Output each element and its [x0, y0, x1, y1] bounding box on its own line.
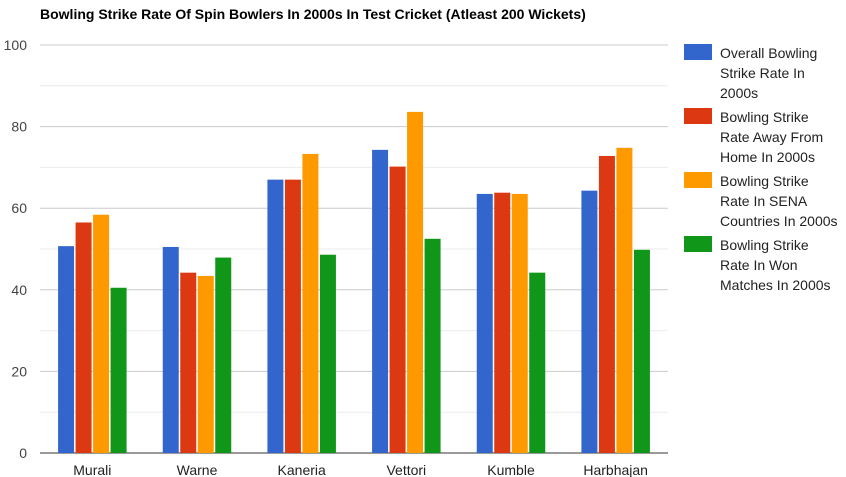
- legend-label-line: Strike Rate In: [720, 65, 805, 81]
- bar-harbhajan-series-4[interactable]: [633, 249, 650, 453]
- bar-warne-series-4[interactable]: [215, 257, 232, 453]
- bar-vettori-series-1[interactable]: [372, 149, 389, 453]
- legend-label-line: 2000s: [720, 85, 759, 101]
- legend: Overall Bowling Strike Rate In 2000s Bowlin…: [684, 43, 846, 299]
- bar-murali-series-1[interactable]: [58, 246, 75, 453]
- bar-kaneria-series-3[interactable]: [302, 153, 319, 453]
- legend-label-line: Rate Away From: [720, 129, 824, 145]
- bar-kumble-series-3[interactable]: [511, 193, 528, 454]
- y-tick-label: 40: [11, 282, 27, 298]
- legend-swatch: [684, 172, 712, 188]
- x-category-label: Murali: [73, 462, 111, 477]
- y-tick-label: 20: [11, 363, 27, 379]
- legend-label-line: Rate In Won: [720, 257, 798, 273]
- x-category-label: Harbhajan: [583, 462, 648, 477]
- bar-vettori-series-3[interactable]: [407, 111, 424, 454]
- bar-vettori-series-2[interactable]: [389, 166, 406, 454]
- chart-title: Bowling Strike Rate Of Spin Bowlers In 2…: [40, 6, 586, 22]
- legend-label-line: Rate In SENA: [720, 193, 808, 209]
- bar-kumble-series-1[interactable]: [476, 193, 493, 454]
- bars-layer: [58, 111, 650, 454]
- legend-swatch: [684, 44, 712, 60]
- bar-murali-series-4[interactable]: [110, 287, 127, 453]
- legend-label-line: Bowling Strike: [720, 237, 809, 253]
- legend-swatch: [684, 108, 712, 124]
- labels-layer: 0 20 40 60 80 100 Murali Warne Kaneria Vettori Kum…: [4, 37, 648, 477]
- legend-item[interactable]: Overall Bowling Strike Rate In 2000s: [684, 43, 846, 107]
- bar-kaneria-series-4[interactable]: [319, 254, 336, 453]
- bar-kumble-series-2[interactable]: [494, 192, 511, 454]
- bar-kaneria-series-1[interactable]: [267, 179, 284, 453]
- legend-label-line: Bowling Strike: [720, 173, 809, 189]
- legend-label-line: Matches In 2000s: [720, 277, 831, 293]
- bar-harbhajan-series-3[interactable]: [616, 147, 633, 454]
- bar-kumble-series-4[interactable]: [529, 272, 546, 453]
- grid-layer: [40, 44, 668, 454]
- legend-item[interactable]: Bowling Strike Rate In Won Matches In 2000…: [684, 235, 846, 299]
- y-tick-label: 80: [11, 119, 27, 135]
- bar-warne-series-1[interactable]: [162, 246, 179, 453]
- x-category-label: Vettori: [386, 462, 426, 477]
- y-tick-label: 100: [4, 37, 28, 53]
- x-category-label: Kaneria: [278, 462, 326, 477]
- bar-murali-series-2[interactable]: [75, 222, 92, 453]
- legend-item[interactable]: Bowling Strike Rate In SENA Countries In 2…: [684, 171, 846, 235]
- bar-harbhajan-series-2[interactable]: [598, 155, 615, 453]
- legend-item[interactable]: Bowling Strike Rate Away From Home In 2000…: [684, 107, 846, 171]
- x-category-label: Kumble: [487, 462, 535, 477]
- legend-swatch: [684, 236, 712, 252]
- y-tick-label: 0: [19, 445, 27, 461]
- legend-label-line: Countries In 2000s: [720, 213, 838, 229]
- bar-vettori-series-4[interactable]: [424, 238, 441, 453]
- bar-harbhajan-series-1[interactable]: [581, 190, 598, 453]
- bar-murali-series-3[interactable]: [93, 214, 110, 453]
- y-tick-label: 60: [11, 200, 27, 216]
- bar-warne-series-3[interactable]: [197, 275, 214, 453]
- x-category-label: Warne: [177, 462, 218, 477]
- legend-label-line: Bowling Strike: [720, 109, 809, 125]
- bar-warne-series-2[interactable]: [180, 272, 197, 453]
- legend-label-line: Home In 2000s: [720, 149, 815, 165]
- legend-label-line: Overall Bowling: [720, 45, 818, 61]
- bar-kaneria-series-2[interactable]: [284, 179, 301, 453]
